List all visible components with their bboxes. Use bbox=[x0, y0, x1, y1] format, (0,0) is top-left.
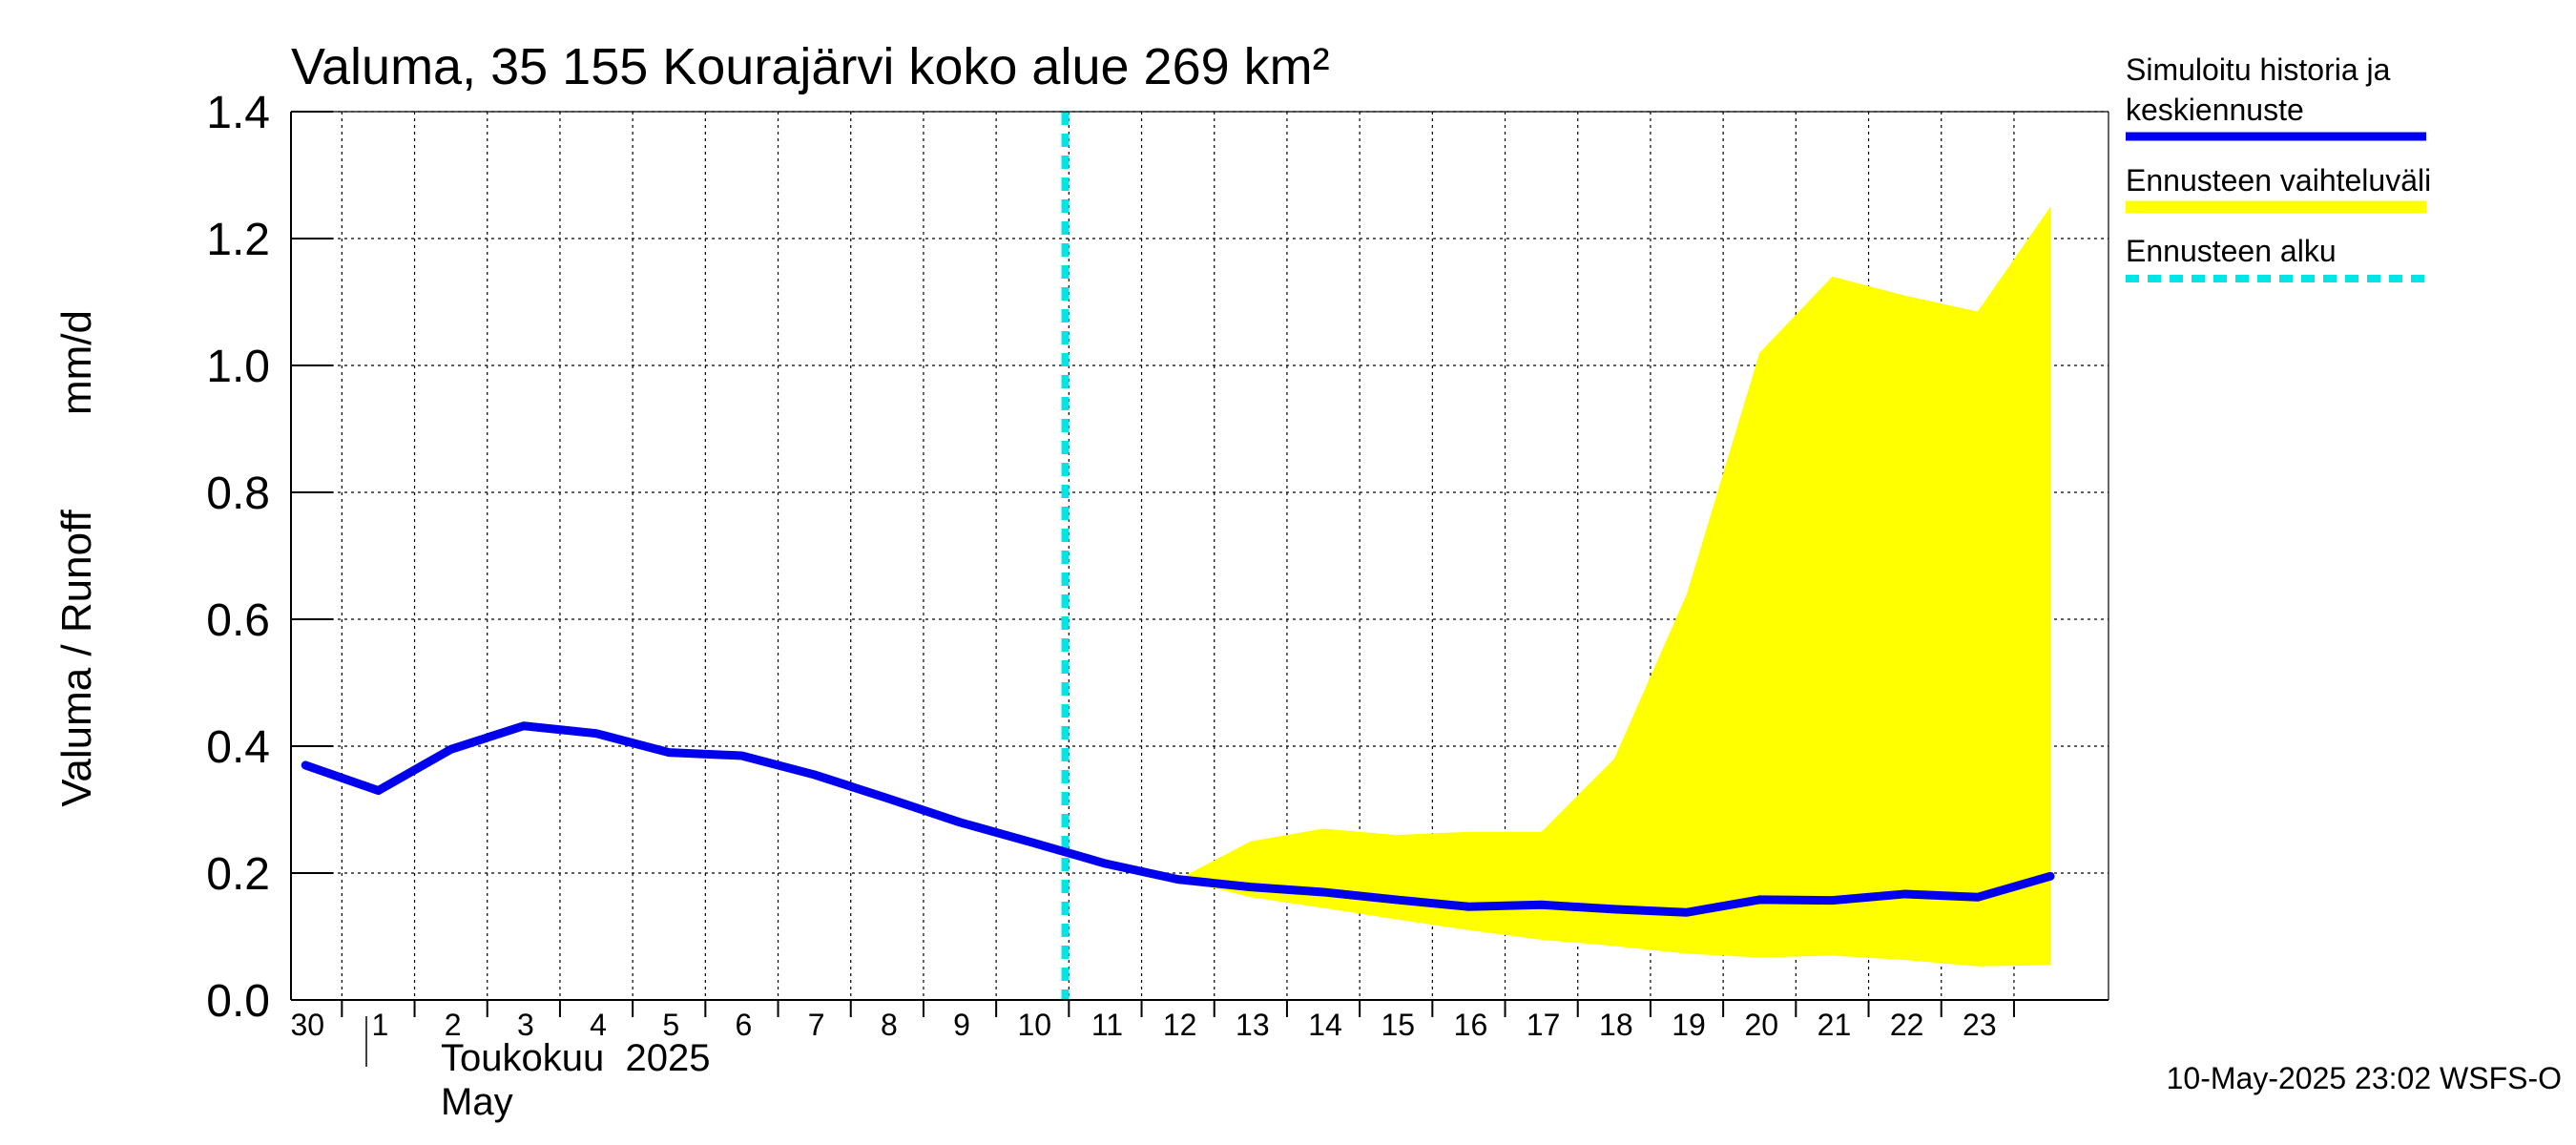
x-tick-label: 16 bbox=[1454, 1008, 1488, 1042]
x-tick-label: 15 bbox=[1381, 1008, 1415, 1042]
x-tick-label: 11 bbox=[1091, 1008, 1123, 1042]
x-tick-label: 3 bbox=[517, 1008, 534, 1042]
y-tick-label: 0.8 bbox=[206, 468, 270, 519]
legend: Simuloitu historia ja keskiennuste Ennuste… bbox=[2126, 52, 2431, 282]
x-tick-label: 19 bbox=[1672, 1008, 1706, 1042]
x-tick-label: 17 bbox=[1527, 1008, 1561, 1042]
forecast-range-area bbox=[1177, 206, 2051, 967]
legend-label-simulated: Simuloitu historia ja bbox=[2126, 52, 2391, 87]
y-axis-unit: mm/d bbox=[53, 310, 100, 415]
simulated-series-line bbox=[301, 721, 2055, 917]
x-tick-label: 14 bbox=[1308, 1008, 1342, 1042]
y-axis-label: Valuma / Runoff bbox=[53, 510, 100, 807]
grid bbox=[291, 111, 2109, 1000]
x-tick-label: 10 bbox=[1017, 1008, 1051, 1042]
x-tick-labels: 30 1 2 3 4 5 6 7 8 9 10 11 12 13 14 15 16 17 18 19 20 21 22 23 bbox=[290, 1008, 1996, 1042]
x-tick-label: 2 bbox=[445, 1008, 462, 1042]
x-tick-label: 12 bbox=[1163, 1008, 1197, 1042]
legend-label-simulated-line2: keskiennuste bbox=[2126, 93, 2304, 127]
x-tick-label: 7 bbox=[808, 1008, 825, 1042]
x-tick-label: 30 bbox=[290, 1008, 324, 1042]
x-tick-label: 22 bbox=[1890, 1008, 1924, 1042]
month-label-fi: Toukokuu 2025 bbox=[441, 1037, 710, 1079]
x-tick-label: 9 bbox=[953, 1008, 970, 1042]
axes bbox=[290, 111, 2109, 1017]
chart-title: Valuma, 35 155 Kourajärvi koko alue 269 … bbox=[291, 38, 1330, 95]
legend-label-range: Ennusteen vaihteluväli bbox=[2126, 163, 2431, 198]
y-tick-label: 0.4 bbox=[206, 722, 270, 773]
x-tick-label: 21 bbox=[1818, 1008, 1852, 1042]
y-tick-labels: 0.0 0.2 0.4 0.6 0.8 1.0 1.2 1.4 bbox=[206, 88, 270, 1027]
x-tick-label: 4 bbox=[590, 1008, 607, 1042]
x-tick-label: 8 bbox=[881, 1008, 898, 1042]
y-tick-label: 0.0 bbox=[206, 976, 270, 1027]
x-tick-label: 13 bbox=[1236, 1008, 1270, 1042]
x-tick-label: 18 bbox=[1599, 1008, 1633, 1042]
forecast-range-band bbox=[1177, 206, 2051, 967]
legend-label-forecast-start: Ennusteen alku bbox=[2126, 234, 2337, 268]
y-tick-label: 1.2 bbox=[206, 215, 270, 265]
timestamp-footer: 10-May-2025 23:02 WSFS-O bbox=[2167, 1061, 2562, 1095]
y-tick-label: 1.4 bbox=[206, 88, 270, 138]
month-label-en: May bbox=[441, 1081, 513, 1123]
y-tick-label: 1.0 bbox=[206, 342, 270, 392]
x-tick-label: 6 bbox=[736, 1008, 753, 1042]
x-tick-label: 23 bbox=[1963, 1008, 1997, 1042]
series-lines bbox=[301, 112, 2055, 1000]
x-tick-label: 1 bbox=[372, 1008, 389, 1042]
x-tick-label: 5 bbox=[662, 1008, 679, 1042]
x-tick-label: 20 bbox=[1744, 1008, 1778, 1042]
y-tick-label: 0.2 bbox=[206, 849, 270, 900]
y-tick-label: 0.6 bbox=[206, 595, 270, 646]
